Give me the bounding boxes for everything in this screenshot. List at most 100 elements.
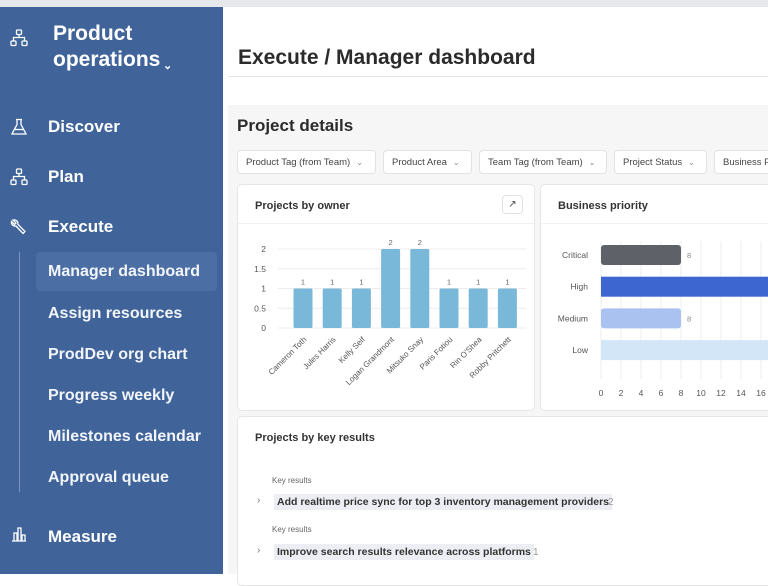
- filter-product-tag[interactable]: Product Tag (from Team) ⌄: [237, 150, 376, 174]
- y-tick-label: 1.5: [254, 264, 266, 274]
- bar: [497, 288, 517, 328]
- business-priority-card: Business priority 0 2 4 6 8 10 12 14 16 Critical 8…: [540, 184, 768, 411]
- page-title: Execute / Manager dashboard: [238, 46, 536, 69]
- chevron-down-icon: ⌄: [356, 158, 363, 167]
- chevron-right-icon[interactable]: ›: [257, 495, 261, 506]
- expand-button[interactable]: ↗: [502, 195, 523, 214]
- card-header-divider: [541, 223, 768, 224]
- active-highlight: [36, 252, 217, 291]
- data-label: 2: [418, 238, 422, 247]
- bar: [439, 288, 459, 328]
- data-label: 2: [389, 238, 393, 247]
- y-tick-label: High: [571, 282, 589, 292]
- card-title: Business priority: [558, 200, 648, 212]
- filter-label: Product Tag (from Team): [246, 157, 351, 168]
- filter-business-priority[interactable]: Business Priority: [714, 150, 768, 174]
- sidebar-item-milestones-calendar[interactable]: Milestones calendar: [48, 428, 201, 445]
- bar: [322, 288, 342, 328]
- chevron-down-icon: ⌄: [163, 60, 173, 72]
- bar-chart-icon: [12, 527, 26, 542]
- x-tick-label: Kelly Seif: [337, 335, 367, 365]
- sidebar-item-execute[interactable]: Execute: [48, 217, 114, 236]
- section-title: Project details: [237, 116, 354, 135]
- flask-icon: [10, 118, 28, 135]
- priority-bar-chart: 0 2 4 6 8 10 12 14 16 Critical 8 High Medium 8 Low: [558, 241, 768, 398]
- data-label: 1: [447, 278, 451, 287]
- data-label: 1: [476, 278, 480, 287]
- y-tick-label: Critical: [562, 250, 588, 260]
- bar: [468, 288, 488, 328]
- sidebar-item-discover[interactable]: Discover: [48, 117, 120, 136]
- bar: [351, 288, 371, 328]
- data-label: 8: [687, 251, 691, 260]
- chevron-down-icon: ⌄: [452, 158, 460, 167]
- x-tick-label: 0: [599, 388, 604, 398]
- divider: [228, 76, 768, 77]
- x-tick-label: 2: [619, 388, 624, 398]
- x-tick-label: 6: [659, 388, 664, 398]
- bar: [410, 249, 430, 328]
- data-label: 1: [359, 278, 363, 287]
- sidebar-item-proddev-org-chart[interactable]: ProdDev org chart: [48, 346, 188, 363]
- chevron-down-icon: ⌄: [588, 158, 596, 167]
- data-label: 1: [301, 278, 305, 287]
- key-result-group[interactable]: Add realtime price sync for top 3 invent…: [274, 494, 613, 510]
- workspace-switcher[interactable]: Product operations ⌄: [53, 21, 173, 73]
- x-tick-label: 10: [696, 388, 706, 398]
- x-tick-label: 12: [716, 388, 726, 398]
- data-label: 8: [687, 314, 691, 323]
- filter-team-tag[interactable]: Team Tag (from Team) ⌄: [479, 150, 607, 174]
- submenu-line: [19, 252, 20, 492]
- projects-by-key-results-card: Projects by key results Key results › Ad…: [237, 416, 768, 586]
- key-result-group[interactable]: Improve search results relevance across …: [274, 544, 534, 560]
- bar: [601, 308, 681, 329]
- y-tick-label: Low: [572, 345, 588, 355]
- sidebar-item-plan[interactable]: Plan: [48, 167, 84, 186]
- x-tick-label: Cameron Toth: [267, 335, 309, 377]
- sidebar-item-assign-resources[interactable]: Assign resources: [48, 305, 183, 322]
- x-tick-label: 4: [639, 388, 644, 398]
- filter-label: Product Area: [392, 157, 447, 168]
- workspace-name: Product operations: [53, 22, 161, 71]
- y-tick-label: 1: [261, 284, 266, 294]
- y-tick-label: 0: [261, 323, 266, 333]
- sidebar-item-manager-dashboard[interactable]: Manager dashboard: [48, 263, 201, 280]
- group-label: Key results: [272, 476, 312, 485]
- bar: [601, 340, 768, 361]
- sidebar-item-approval-queue[interactable]: Approval queue: [48, 469, 169, 486]
- x-tick-label: 16: [756, 388, 766, 398]
- y-tick-label: 2: [261, 244, 266, 254]
- y-tick-label: Medium: [558, 313, 588, 323]
- bar: [293, 288, 313, 328]
- chevron-down-icon: ⌄: [688, 158, 695, 167]
- x-tick-label: 8: [679, 388, 684, 398]
- y-tick-label: 0.5: [254, 303, 266, 313]
- data-label: 1: [505, 278, 509, 287]
- card-header-divider: [238, 223, 534, 224]
- x-tick-label: 14: [736, 388, 746, 398]
- sidebar-item-progress-weekly[interactable]: Progress weekly: [48, 387, 175, 404]
- group-count: 1: [533, 547, 539, 558]
- bar: [601, 276, 768, 297]
- filter-label: Project Status: [623, 157, 683, 168]
- filter-project-status[interactable]: Project Status ⌄: [614, 150, 707, 174]
- group-label: Key results: [272, 525, 312, 534]
- bar: [381, 249, 401, 328]
- bar: [601, 245, 681, 265]
- sidebar-item-measure[interactable]: Measure: [48, 527, 117, 546]
- hierarchy-icon: [10, 168, 28, 186]
- group-count: 2: [608, 497, 614, 508]
- wrench-icon: [10, 219, 26, 235]
- data-label: 1: [330, 278, 334, 287]
- filter-product-area[interactable]: Product Area ⌄: [383, 150, 472, 174]
- card-title: Projects by key results: [255, 432, 375, 444]
- filter-label: Business Priority: [723, 157, 768, 168]
- projects-by-owner-card: Projects by owner ↗ 0 0.5 1 1.5 2 1 Cameron To…: [237, 184, 535, 411]
- hierarchy-icon: [10, 29, 28, 47]
- sidebar: Product operations ⌄ Discover Plan Execut…: [0, 7, 223, 574]
- card-title: Projects by owner: [255, 200, 350, 212]
- filter-label: Team Tag (from Team): [488, 157, 583, 168]
- chevron-right-icon[interactable]: ›: [257, 545, 261, 556]
- arrow-up-right-icon: ↗: [508, 199, 517, 210]
